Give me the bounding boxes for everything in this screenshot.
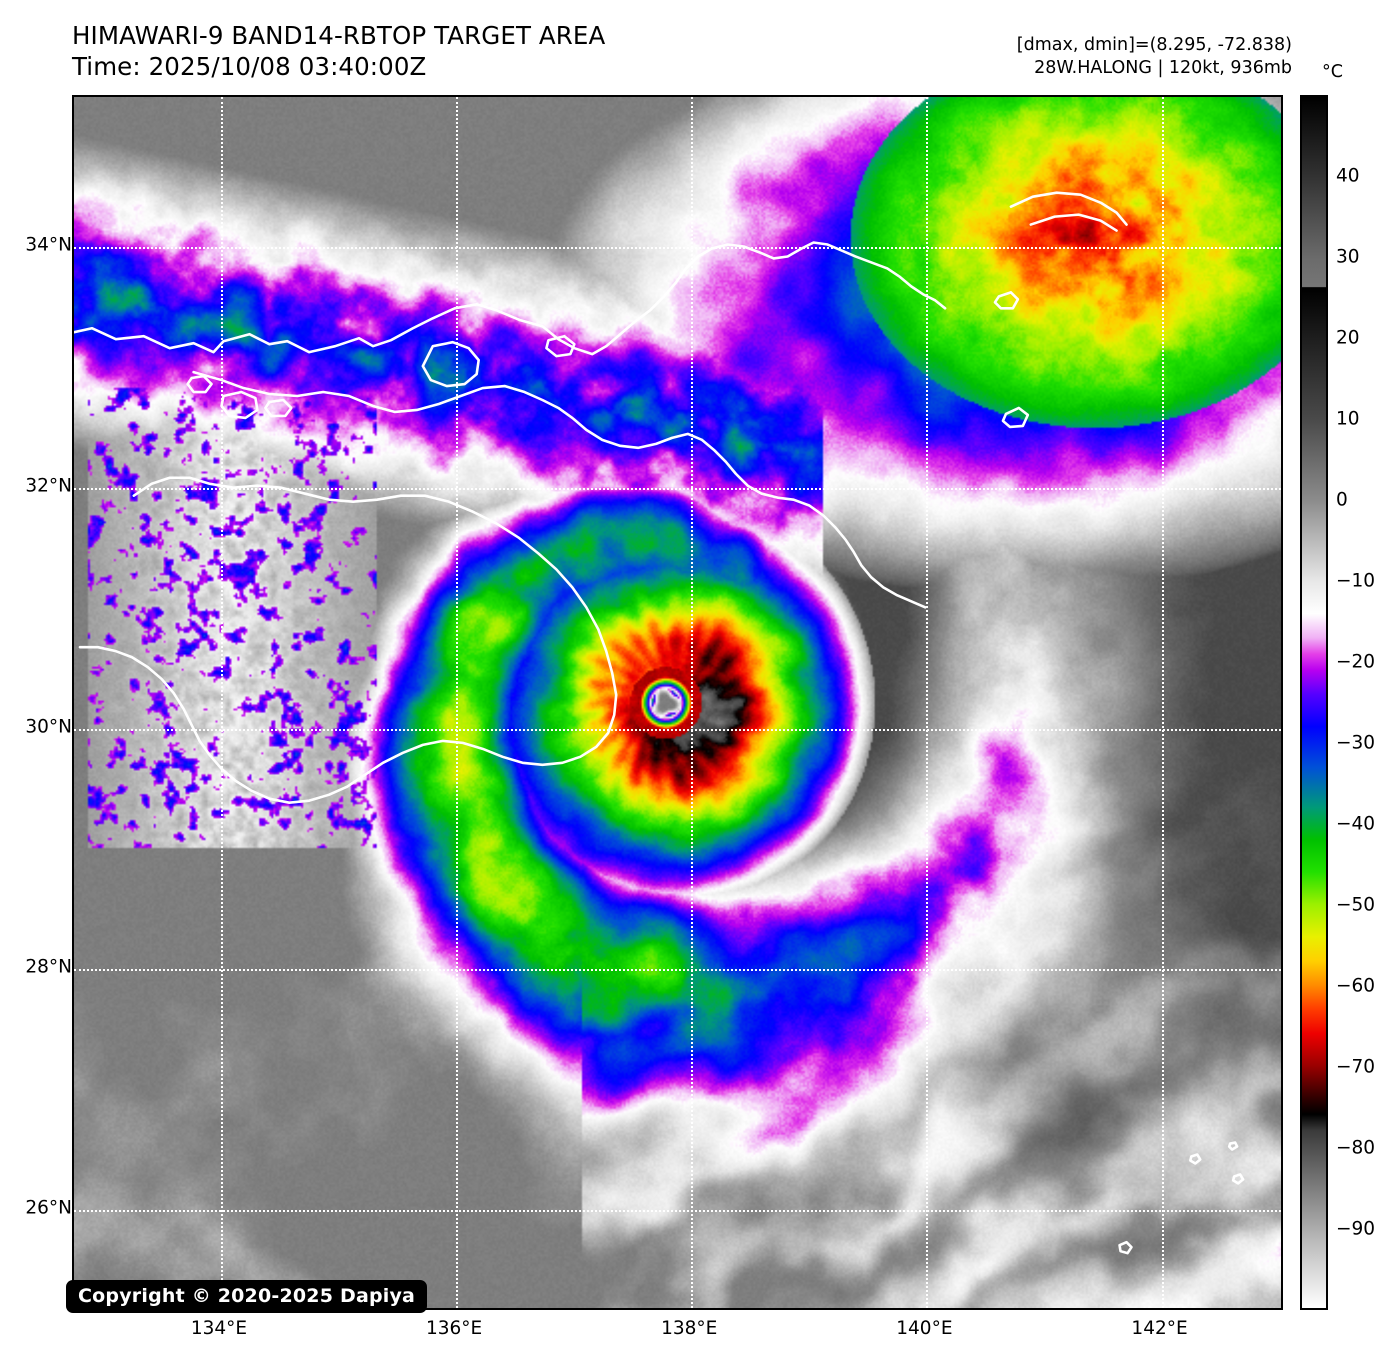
satellite-plot-area <box>72 95 1283 1310</box>
x-axis-tick-label: 136°E <box>425 1318 483 1339</box>
page-title: HIMAWARI-9 BAND14-RBTOP TARGET AREA <box>72 21 606 50</box>
colorbar-tick-label: 30 <box>1336 246 1360 268</box>
figure-title-block: HIMAWARI-9 BAND14-RBTOP TARGET AREA Time… <box>72 20 605 82</box>
colorbar-tick-label: −40 <box>1336 813 1376 835</box>
colorbar-gradient <box>1302 97 1326 1308</box>
gridline-lon <box>220 97 223 1308</box>
colorbar-tick-label: −30 <box>1336 732 1376 754</box>
y-axis-tick-label: 34°N <box>25 234 72 256</box>
timestamp-label: Time: 2025/10/08 03:40:00Z <box>72 52 427 81</box>
colorbar-tick-label: 40 <box>1336 165 1360 187</box>
colorbar-tick-label: −90 <box>1336 1218 1376 1240</box>
colorbar-tick-label: 20 <box>1336 327 1360 349</box>
gridline-lat <box>74 969 1281 972</box>
storm-info-label: 28W.HALONG | 120kt, 936mb <box>1034 58 1292 78</box>
ir-brightness-temperature-raster <box>74 97 1281 1308</box>
x-axis-tick-label: 142°E <box>1131 1318 1188 1339</box>
y-axis-tick-label: 30°N <box>25 716 72 738</box>
colorbar-tick-label: −50 <box>1336 894 1376 916</box>
colorbar-tick-label: −60 <box>1336 975 1376 997</box>
figure-metadata-block: [dmax, dmin]=(8.295, -72.838) 28W.HALONG… <box>1017 34 1292 80</box>
colorbar-tick-label: −20 <box>1336 651 1376 673</box>
gridline-lat <box>74 247 1281 250</box>
satellite-imagery-canvas <box>74 97 1281 1308</box>
x-axis-tick-label: 134°E <box>190 1318 248 1339</box>
gridline-lon <box>1161 97 1164 1308</box>
gridline-lat <box>74 728 1281 731</box>
gridline-lon <box>456 97 459 1308</box>
colorbar-tick-label: −70 <box>1336 1056 1376 1078</box>
colorbar-tick-label: 10 <box>1336 408 1360 430</box>
latlon-gridlines <box>74 97 1281 1308</box>
temperature-colorbar <box>1300 95 1328 1310</box>
y-axis-tick-label: 28°N <box>25 956 72 978</box>
gridline-lat <box>74 1209 1281 1212</box>
x-axis-tick-label: 138°E <box>661 1318 718 1339</box>
colorbar-tick-label: 0 <box>1336 489 1348 511</box>
dminmax-label: [dmax, dmin]=(8.295, -72.838) <box>1016 35 1292 55</box>
y-axis-tick-label: 26°N <box>25 1197 72 1219</box>
colorbar-tick-label: −80 <box>1336 1137 1376 1159</box>
colorbar-unit-label: °C <box>1322 62 1343 82</box>
y-axis-tick-label: 32°N <box>25 475 72 497</box>
copyright-badge: Copyright © 2020-2025 Dapiya <box>66 1280 428 1313</box>
gridline-lat <box>74 487 1281 490</box>
gridline-lon <box>691 97 694 1308</box>
x-axis-tick-label: 140°E <box>896 1318 953 1339</box>
colorbar-tick-label: −10 <box>1336 570 1376 592</box>
gridline-lon <box>926 97 929 1308</box>
